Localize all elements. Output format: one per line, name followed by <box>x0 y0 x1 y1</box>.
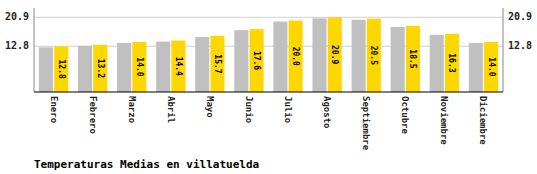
x-tick-label: Abril <box>166 96 176 123</box>
bar <box>328 17 342 92</box>
x-tick-label: Agosto <box>322 96 332 129</box>
y-tick-label: 12.8 <box>5 40 29 51</box>
data-label: 20.5 <box>369 46 378 65</box>
y-tick-label: 20.9 <box>5 11 29 22</box>
bar <box>273 22 287 92</box>
x-tick-label: Diciembre <box>478 96 488 145</box>
bar <box>171 41 185 92</box>
bar <box>391 27 405 92</box>
x-axis-line <box>34 91 503 92</box>
y2-tick-label: 12.8 <box>508 40 532 51</box>
bars <box>39 17 498 92</box>
bar <box>430 35 444 92</box>
bar <box>39 47 53 92</box>
data-label: 20.9 <box>330 45 339 64</box>
bar <box>78 46 92 92</box>
bar <box>234 30 248 92</box>
y2-axis-line <box>503 8 504 92</box>
bar <box>195 37 209 92</box>
x-tick-label: Octubre <box>400 96 410 135</box>
bar <box>445 34 459 92</box>
y2-tick-label: 20.9 <box>508 11 532 22</box>
bar <box>156 42 170 92</box>
x-tick-label: Septiembre <box>361 96 371 151</box>
x-tick-label: Febrero <box>88 96 98 134</box>
data-label: 20.0 <box>291 47 300 66</box>
x-tick-label: Marzo <box>127 96 137 123</box>
data-label: 14.4 <box>174 57 183 76</box>
data-label: 12.8 <box>57 59 66 78</box>
x-tick-label: Noviembre <box>439 96 449 145</box>
x-tick-label: Julio <box>283 96 293 123</box>
bar <box>117 43 131 92</box>
bar <box>352 20 366 92</box>
bar <box>312 18 326 92</box>
bar <box>484 42 498 92</box>
bar <box>210 36 224 92</box>
bar <box>132 42 146 92</box>
chart: 12.8 12.8 20.9 20.9 12.8 13.2 14.0 14.4 15.7 17.6… <box>0 0 537 174</box>
data-label: 18.5 <box>408 49 417 68</box>
bar <box>406 26 420 92</box>
title: Temperaturas Medias en villatuelda <box>34 158 259 171</box>
data-label: 15.7 <box>213 54 222 73</box>
bar <box>469 43 483 92</box>
x-tick-label: Enero <box>49 96 59 123</box>
bar <box>93 45 107 92</box>
data-label: 14.0 <box>135 57 144 76</box>
x-tick-label: Mayo <box>205 96 215 118</box>
bar <box>54 46 68 92</box>
data-label: 17.6 <box>252 51 261 70</box>
bar <box>250 29 264 92</box>
data-label: 14.0 <box>487 57 496 76</box>
x-tick-label: Junio <box>244 96 254 123</box>
grid-line <box>34 17 503 18</box>
y-axis-line <box>34 8 35 92</box>
data-label: 16.3 <box>447 53 456 72</box>
bar <box>367 19 381 92</box>
bar <box>289 21 303 92</box>
data-label: 13.2 <box>96 59 105 78</box>
